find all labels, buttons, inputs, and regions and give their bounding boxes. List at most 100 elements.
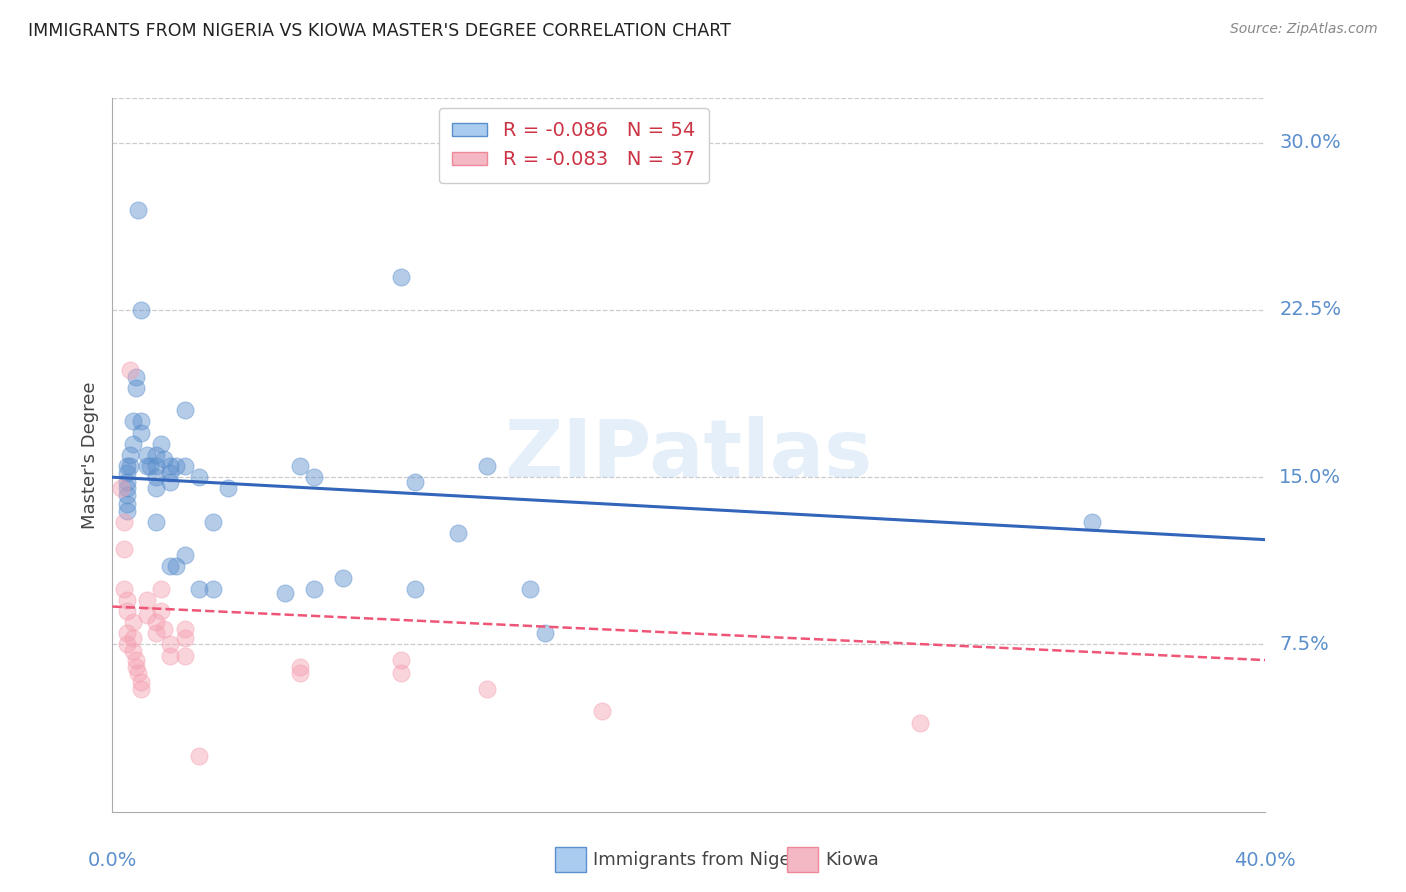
Point bbox=[115, 604, 138, 618]
Point bbox=[304, 470, 326, 484]
Point bbox=[288, 459, 311, 474]
Point bbox=[136, 592, 159, 607]
Point bbox=[173, 631, 195, 645]
Point bbox=[124, 653, 146, 667]
Point bbox=[127, 666, 149, 681]
Point bbox=[127, 202, 149, 217]
Point bbox=[115, 466, 138, 480]
Point bbox=[389, 269, 412, 284]
Text: 7.5%: 7.5% bbox=[1279, 635, 1329, 654]
Point bbox=[188, 582, 211, 596]
Point bbox=[159, 559, 181, 574]
Point bbox=[389, 653, 412, 667]
Point bbox=[165, 559, 187, 574]
Point bbox=[173, 459, 195, 474]
Point bbox=[1081, 515, 1104, 529]
Point bbox=[475, 681, 498, 696]
Point bbox=[115, 488, 138, 502]
Point bbox=[115, 503, 138, 517]
Point bbox=[533, 626, 555, 640]
Point bbox=[121, 436, 143, 450]
Text: 30.0%: 30.0% bbox=[1279, 133, 1341, 153]
Point bbox=[121, 615, 143, 630]
Point bbox=[288, 660, 311, 674]
Point bbox=[173, 648, 195, 663]
Point bbox=[115, 482, 138, 496]
Point bbox=[121, 644, 143, 658]
Point bbox=[274, 586, 297, 600]
Legend: R = -0.086   N = 54, R = -0.083   N = 37: R = -0.086 N = 54, R = -0.083 N = 37 bbox=[439, 108, 709, 183]
Point bbox=[173, 622, 195, 636]
Point bbox=[159, 637, 181, 651]
Point bbox=[145, 459, 167, 474]
Point bbox=[153, 622, 176, 636]
Point bbox=[150, 582, 173, 596]
Text: 40.0%: 40.0% bbox=[1234, 851, 1296, 870]
Point bbox=[145, 615, 167, 630]
Point bbox=[908, 715, 931, 730]
Point bbox=[288, 666, 311, 681]
Text: 0.0%: 0.0% bbox=[87, 851, 138, 870]
Point bbox=[389, 666, 412, 681]
Text: 15.0%: 15.0% bbox=[1279, 467, 1341, 487]
Point bbox=[118, 459, 141, 474]
Point bbox=[115, 637, 138, 651]
Point bbox=[129, 681, 153, 696]
Point bbox=[129, 303, 153, 318]
Point bbox=[112, 541, 135, 556]
Point bbox=[145, 515, 167, 529]
Point bbox=[115, 592, 138, 607]
Text: IMMIGRANTS FROM NIGERIA VS KIOWA MASTER'S DEGREE CORRELATION CHART: IMMIGRANTS FROM NIGERIA VS KIOWA MASTER'… bbox=[28, 22, 731, 40]
Point bbox=[118, 448, 141, 462]
Point bbox=[159, 475, 181, 489]
Point bbox=[217, 482, 239, 496]
Point bbox=[112, 515, 135, 529]
Point bbox=[153, 452, 176, 467]
Point bbox=[121, 414, 143, 429]
Point bbox=[118, 363, 141, 377]
Point bbox=[145, 448, 167, 462]
Point bbox=[150, 436, 173, 450]
Point bbox=[202, 515, 225, 529]
Point bbox=[136, 448, 159, 462]
Point bbox=[115, 459, 138, 474]
Point bbox=[110, 482, 132, 496]
Point bbox=[592, 705, 614, 719]
Point bbox=[202, 582, 225, 596]
Point bbox=[124, 369, 146, 384]
Text: Kiowa: Kiowa bbox=[825, 851, 879, 869]
Point bbox=[404, 475, 426, 489]
Point bbox=[159, 466, 181, 480]
Point bbox=[136, 608, 159, 623]
Text: Immigrants from Nigeria: Immigrants from Nigeria bbox=[593, 851, 814, 869]
Point bbox=[332, 571, 354, 585]
Point bbox=[404, 582, 426, 596]
Point bbox=[475, 459, 498, 474]
Point bbox=[150, 604, 173, 618]
Point bbox=[112, 582, 135, 596]
Point bbox=[115, 497, 138, 511]
Point bbox=[145, 470, 167, 484]
Text: ZIPatlas: ZIPatlas bbox=[505, 416, 873, 494]
Point bbox=[173, 403, 195, 417]
Text: Source: ZipAtlas.com: Source: ZipAtlas.com bbox=[1230, 22, 1378, 37]
Point bbox=[188, 470, 211, 484]
Point bbox=[115, 626, 138, 640]
Point bbox=[115, 475, 138, 489]
Point bbox=[159, 459, 181, 474]
Point bbox=[519, 582, 541, 596]
Point bbox=[139, 459, 162, 474]
Point bbox=[159, 648, 181, 663]
Point bbox=[129, 675, 153, 690]
Point bbox=[136, 459, 159, 474]
Y-axis label: Master's Degree: Master's Degree bbox=[80, 381, 98, 529]
Point bbox=[447, 526, 470, 541]
Point bbox=[165, 459, 187, 474]
Point bbox=[129, 414, 153, 429]
Point bbox=[121, 631, 143, 645]
Point bbox=[304, 582, 326, 596]
Point bbox=[173, 548, 195, 563]
Point bbox=[129, 425, 153, 440]
Point bbox=[188, 749, 211, 764]
Point bbox=[124, 660, 146, 674]
